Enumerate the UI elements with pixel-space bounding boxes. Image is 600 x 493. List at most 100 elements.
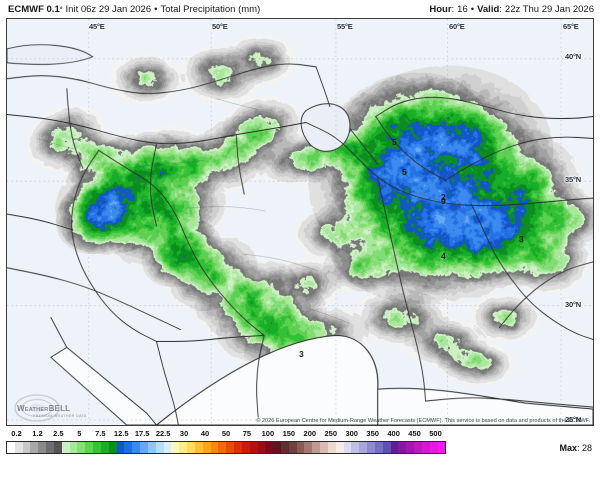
colorbar-swatch — [210, 442, 219, 453]
colorbar-swatch — [296, 442, 305, 453]
colorbar-swatch — [226, 442, 235, 453]
colorbar-tick: 350 — [366, 429, 379, 438]
colorbar-tick: 50 — [221, 429, 231, 438]
colorbar-swatch — [77, 442, 86, 453]
colorbar-swatch — [312, 442, 321, 453]
colorbar-swatch — [234, 442, 242, 453]
colorbar-tick: 200 — [303, 429, 317, 438]
colorbar-swatch — [179, 442, 188, 453]
colorbar-swatch — [187, 442, 195, 453]
init-time: Init 06z 29 Jan 2026 — [65, 3, 152, 15]
field-name: Total Precipitation (mm) — [160, 3, 261, 15]
precipitation-map-canvas[interactable] — [7, 19, 593, 425]
colorbar-swatch — [327, 442, 336, 453]
colorbar-swatch — [351, 442, 360, 453]
grid-label: 60°E — [449, 22, 465, 31]
colorbar-tick: 100 — [261, 429, 275, 438]
colorbar-tick: 30 — [179, 429, 189, 438]
colorbar-swatch — [374, 442, 383, 453]
colorbar-swatch — [406, 442, 415, 453]
watermark-w: W — [17, 404, 25, 413]
colorbar-tick: 300 — [345, 429, 358, 438]
colorbar-tick-labels: 0.2 1.2 2.5 5 7.5 12.5 17.5 22.5 30 40 50 75 100 150 2… — [6, 429, 594, 441]
colorbar-swatch — [257, 442, 266, 453]
hour-label: Hour — [429, 3, 452, 15]
valid-label: Valid — [477, 3, 500, 15]
grid-label: 50°E — [212, 22, 228, 31]
grid-label: 55°E — [337, 22, 353, 31]
colorbar-tick: 2.5 — [53, 429, 64, 438]
colorbar-swatch — [116, 442, 125, 453]
grid-label: 65°E — [563, 22, 579, 31]
colorbar-swatch — [359, 442, 368, 453]
header-left: ECMWF 0.1 ° Init 06z 29 Jan 2026 • Total … — [8, 4, 260, 15]
colorbar-tick: 0.2 — [11, 429, 22, 438]
colorbar-swatch — [273, 442, 281, 453]
colorbar-swatch — [108, 442, 117, 453]
watermark-eather: EATHER — [24, 407, 49, 413]
grid-label: 25°N — [565, 415, 581, 424]
colorbar-swatch — [53, 442, 62, 453]
colorbar-swatch — [320, 442, 328, 453]
colorbar-swatch — [367, 442, 375, 453]
colorbar-panel: 0.2 1.2 2.5 5 7.5 12.5 17.5 22.5 30 40 50 75 100 150 2… — [6, 429, 594, 489]
colorbar-swatch — [218, 442, 227, 453]
colorbar-tick: 75 — [242, 429, 252, 438]
map-panel[interactable]: 45°E 50°E 55°E 60°E 65°E 40°N 35°N 30°N 25°N 5 5 2… — [6, 18, 594, 426]
contour-value-label: 5 — [392, 137, 397, 147]
colorbar-swatch — [61, 442, 70, 453]
colorbar-swatch — [30, 442, 39, 453]
valid-value: 22z Thu 29 Jan 2026 — [504, 3, 594, 15]
colorbar-swatch — [304, 442, 313, 453]
colorbar-swatch — [382, 442, 391, 453]
colorbar-swatch — [163, 442, 172, 453]
max-label: Max — [559, 443, 577, 453]
colorbar-swatch — [7, 442, 15, 453]
colorbar-swatch — [22, 442, 31, 453]
colorbar-tick: 40 — [200, 429, 210, 438]
colorbar-swatch — [335, 442, 344, 453]
contour-value-label: 2 — [441, 192, 446, 202]
colorbar-swatch — [437, 442, 446, 453]
model-name: ECMWF 0.1 — [8, 3, 60, 15]
grid-label: 35°N — [565, 175, 581, 184]
colorbar-swatch — [414, 442, 422, 453]
watermark-bell: BELL — [48, 404, 71, 413]
colorbar-swatch — [398, 442, 407, 453]
colorbar-tick: 22.5 — [155, 429, 171, 438]
hour-value: 16 — [457, 3, 468, 15]
contour-value-label: 3 — [519, 234, 524, 244]
colorbar-swatch — [421, 442, 430, 453]
contour-value-label: 5 — [402, 167, 407, 177]
colorbar-tick: 150 — [282, 429, 296, 438]
colorbar-tick: 400 — [387, 429, 400, 438]
grid-label: 30°N — [565, 300, 581, 309]
colorbar-swatch — [249, 442, 258, 453]
colorbar-swatch — [429, 442, 438, 453]
colorbar-swatch — [343, 442, 352, 453]
colorbar-swatch — [85, 442, 94, 453]
max-value: 28 — [581, 443, 592, 453]
max-value-readout: Max: 28 — [559, 443, 592, 453]
colorbar-swatch — [155, 442, 164, 453]
colorbar-swatch — [171, 442, 180, 453]
contour-value-label: 3 — [299, 349, 304, 359]
copyright-notice: © 2026 European Centre for Medium-Range … — [256, 418, 590, 424]
colorbar-tick: 5 — [77, 429, 82, 438]
header-bullet-1: • — [154, 3, 158, 15]
colorbar-swatch — [265, 442, 274, 453]
watermark-brand-text: WEATHERBELL — [17, 404, 70, 413]
colorbar-swatch — [93, 442, 101, 453]
colorbar-swatch — [280, 442, 289, 453]
colorbar-swatch — [241, 442, 250, 453]
colorbar-swatch — [140, 442, 148, 453]
contour-value-label: 9 — [441, 196, 446, 206]
watermark-subtitle: PREMIUM WEATHER DATA — [33, 414, 87, 418]
colorbar-tick: 500 — [429, 429, 442, 438]
colorbar-swatch — [202, 442, 211, 453]
header-right: Hour: 16 • Valid: 22z Thu 29 Jan 2026 — [429, 3, 594, 15]
colorbar-tick: 7.5 — [95, 429, 106, 438]
header-bullet-2: • — [470, 3, 475, 15]
colorbar-swatch — [194, 442, 203, 453]
colorbar-tick: 17.5 — [134, 429, 150, 438]
